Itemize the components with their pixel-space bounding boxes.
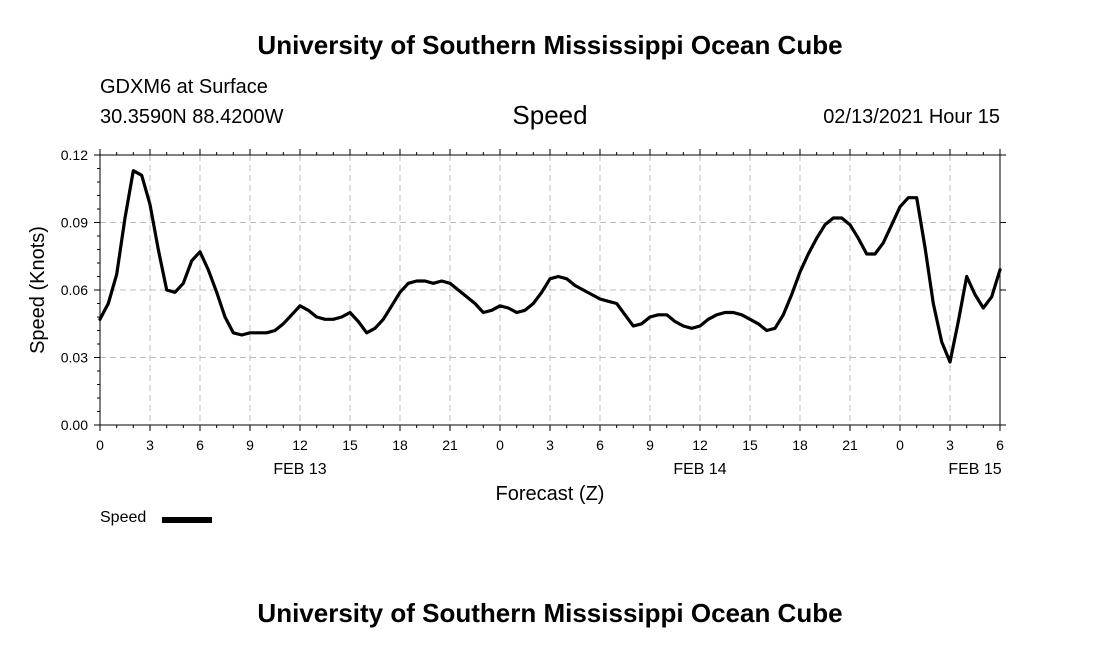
x-tick-label: 3 bbox=[546, 437, 554, 453]
x-tick-label: 6 bbox=[196, 437, 204, 453]
y-axis-ticks: 0.00 0.03 0.06 0.09 0.12 bbox=[61, 147, 1006, 433]
x-tick-label: 12 bbox=[292, 437, 308, 453]
forecast-datetime: 02/13/2021 Hour 15 bbox=[823, 106, 1000, 128]
x-axis-label: Forecast (Z) bbox=[496, 483, 605, 505]
legend-line-swatch bbox=[162, 517, 212, 523]
footer-title: University of Southern Mississippi Ocean… bbox=[257, 598, 843, 628]
speed-series-line bbox=[98, 169, 1002, 364]
y-tick-label: 0.09 bbox=[61, 215, 88, 231]
x-tick-label: 15 bbox=[342, 437, 358, 453]
x-tick-label: 21 bbox=[842, 437, 858, 453]
x-tick-label: 6 bbox=[596, 437, 604, 453]
station-coordinates: 30.3590N 88.4200W bbox=[100, 106, 284, 128]
grid-lines bbox=[100, 155, 1000, 425]
x-tick-label: 18 bbox=[792, 437, 808, 453]
x-tick-label: 6 bbox=[996, 437, 1004, 453]
y-tick-label: 0.03 bbox=[61, 350, 88, 366]
x-tick-label: 15 bbox=[742, 437, 758, 453]
x-tick-label: 9 bbox=[646, 437, 654, 453]
day-label: FEB 13 bbox=[273, 461, 326, 478]
x-tick-label: 3 bbox=[146, 437, 154, 453]
x-tick-label: 0 bbox=[96, 437, 104, 453]
legend-label: Speed bbox=[100, 509, 147, 526]
x-axis-ticks: 0 3 6 9 12 15 18 21 0 3 6 9 12 15 18 21 0 3 6 bbox=[96, 149, 1004, 453]
x-tick-label: 0 bbox=[896, 437, 904, 453]
x-tick-label: 12 bbox=[692, 437, 708, 453]
day-label: FEB 14 bbox=[673, 461, 726, 478]
x-tick-label: 9 bbox=[246, 437, 254, 453]
x-tick-label: 0 bbox=[496, 437, 504, 453]
x-tick-label: 3 bbox=[946, 437, 954, 453]
y-tick-label: 0.12 bbox=[61, 147, 88, 163]
x-tick-label: 18 bbox=[392, 437, 408, 453]
day-labels: FEB 13 FEB 14 FEB 15 bbox=[273, 461, 1001, 478]
day-label: FEB 15 bbox=[948, 461, 1001, 478]
series-lines bbox=[98, 169, 1002, 364]
station-label: GDXM6 at Surface bbox=[100, 76, 268, 98]
chart-title: Speed bbox=[512, 100, 588, 130]
y-axis-label: Speed (Knots) bbox=[27, 226, 49, 354]
x-tick-label: 21 bbox=[442, 437, 458, 453]
y-tick-label: 0.00 bbox=[61, 417, 88, 433]
page-title: University of Southern Mississippi Ocean… bbox=[257, 30, 843, 60]
y-tick-label: 0.06 bbox=[61, 282, 88, 298]
